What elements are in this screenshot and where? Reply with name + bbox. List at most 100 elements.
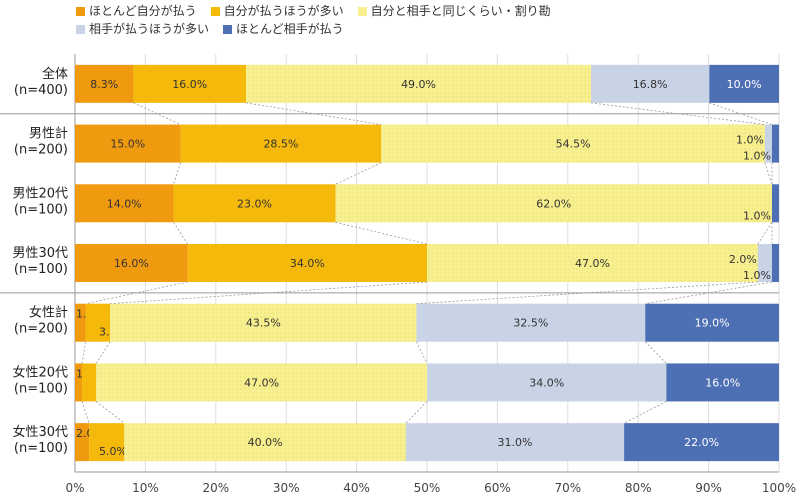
legend-swatch [210,7,220,16]
category-label: (n=200) [14,322,68,337]
bar-segment [75,423,90,462]
x-tick-label: 100% [762,481,796,495]
connector-line [81,401,90,424]
connector-line [709,102,773,125]
bar-segment [771,244,779,282]
data-label: 49.0% [401,78,436,91]
connector-line [645,281,773,305]
data-label: 1.0% [736,134,764,147]
x-tick-label: 10% [132,481,159,495]
bar-segment [75,184,174,223]
data-label: 5.0% [99,445,127,458]
bar-segment [591,64,710,103]
data-label: 1.0% [743,209,771,222]
category-label: 女性30代 [12,424,68,440]
bar-segment [427,244,758,282]
connector-line [757,222,773,245]
data-label: 34.0% [290,257,325,270]
data-label: 8.3% [90,78,118,91]
category-label: 全体 [42,66,68,82]
bar-segment [75,363,83,402]
legend-swatch [76,25,85,34]
legend-item: ほとんど自分が払う [76,2,197,20]
bar-segment [381,124,765,163]
legend-swatch [76,7,85,16]
data-label: 28.5% [263,138,298,151]
data-label: 47.0% [244,376,279,389]
bar-segment [335,184,772,223]
bar-segment [82,363,97,402]
x-tick-label: 40% [343,481,370,495]
data-label: 22.0% [684,436,719,449]
connector-line [405,401,428,424]
data-label: 16.0% [705,376,740,389]
connector-line [335,162,382,185]
connector-line [95,341,111,364]
legend-item: 自分と相手と同じくらい・割り勘 [357,2,551,20]
bar-segment [133,64,247,103]
bar-segment [666,363,779,402]
legend-label: ほとんど相手が払う [236,22,344,36]
connector-line [416,281,758,305]
data-label: 1.0% [743,269,771,282]
bar-segment [96,363,428,402]
category-label: 女性20代 [12,364,68,380]
data-label: 47.0% [575,257,610,270]
data-label: 23.0% [237,197,272,210]
bar-segment [246,64,592,103]
data-label: 34.0% [529,376,564,389]
connector-line [764,162,773,185]
legend: ほとんど自分が払う 自分が払うほうが多い 自分と相手と同じくらい・割り勘相手が払うほ… [76,2,776,38]
bar-segment [405,423,625,462]
data-label: 31.0% [498,436,533,449]
data-label: 19.0% [695,317,730,330]
bar-segment [757,244,772,282]
connector-line [623,401,667,424]
connector-line [173,222,188,245]
legend-item: ほとんど相手が払う [223,20,344,38]
connector-line [173,162,181,185]
connector-line [81,341,86,364]
connector-line [133,102,181,125]
bar-segment [124,423,406,462]
x-tick-label: 20% [202,481,229,495]
bar-segment [771,124,779,163]
bar-segment [624,423,779,462]
legend-label: 相手が払うほうが多い [89,22,210,36]
bar-segment [75,244,188,282]
bar-segment [75,303,86,342]
x-tick-label: 50% [414,481,441,495]
category-label: (n=400) [14,83,68,98]
bar-segment [75,124,181,163]
legend-label: 自分が払うほうが多い [223,4,344,18]
bar-segment [764,124,772,163]
data-label: 16.0% [172,78,207,91]
connector-line [110,281,428,305]
data-label: 40.0% [248,436,283,449]
category-label: 男性計 [29,126,68,142]
category-label: 女性計 [29,305,68,321]
connector-line [590,102,765,125]
bar-segment [709,64,779,103]
bar-segment [771,184,779,223]
connector-line [644,341,667,364]
legend-label: 自分と相手と同じくらい・割り勘 [370,4,551,18]
x-tick-label: 90% [695,481,722,495]
connector-line [95,401,125,424]
legend-item: 自分が払うほうが多い [210,2,344,20]
bar-segment [110,303,417,342]
legend-swatch [223,25,233,34]
data-label: 14.0% [107,197,142,210]
category-label: 男性30代 [12,246,68,261]
x-tick-label: 0% [65,481,84,495]
bar-segment [85,303,111,342]
data-label: 1.0% [743,150,771,163]
category-label: 男性20代 [12,186,68,201]
category-label: (n=200) [14,143,68,158]
legend-label: ほとんど自分が払う [89,4,197,18]
data-label: 16.0% [114,257,149,270]
bar-segment [89,423,125,462]
x-tick-label: 30% [273,481,300,495]
bar-segment [416,303,646,342]
